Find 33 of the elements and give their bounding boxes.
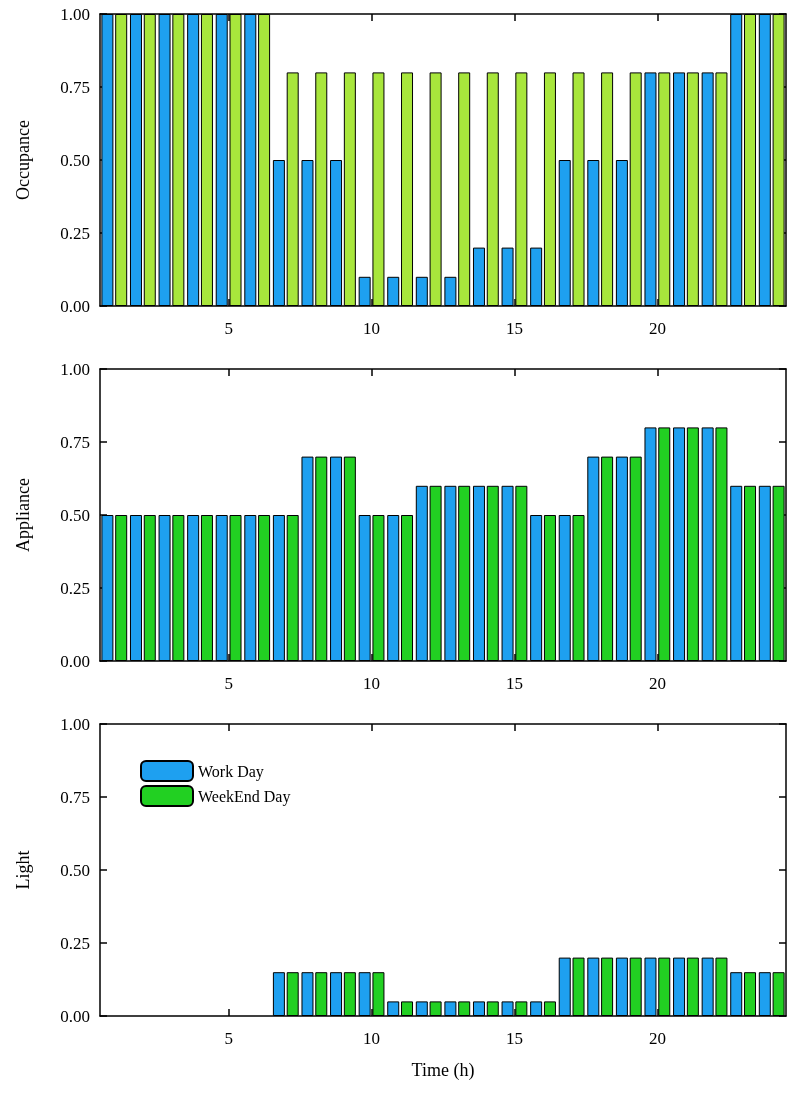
y-axis-title: Occupance <box>13 120 33 200</box>
y-tick-label: 0.75 <box>60 787 90 807</box>
y-tick-label: 1.00 <box>60 4 90 24</box>
y-tick-label: 0.50 <box>60 505 90 525</box>
y-tick-label: 0.75 <box>60 77 90 97</box>
y-tick-label: 0.50 <box>60 150 90 170</box>
y-tick-label: 1.00 <box>60 359 90 379</box>
y-tick-label: 0.00 <box>60 1006 90 1026</box>
y-tick-label: 0.50 <box>60 860 90 880</box>
x-tick-label: 20 <box>648 1029 666 1048</box>
x-tick-label: 20 <box>648 319 666 338</box>
y-tick-label: 0.25 <box>60 933 90 953</box>
x-tick-label: 20 <box>648 674 666 693</box>
x-tick-label: 15 <box>505 674 523 693</box>
y-axis-title: Appliance <box>13 478 33 552</box>
y-tick-label: 1.00 <box>60 714 90 734</box>
x-tick-label: 15 <box>505 1029 523 1048</box>
y-tick-label: 0.00 <box>60 651 90 671</box>
legend-label: Work Day <box>198 762 264 781</box>
y-tick-label: 0.25 <box>60 223 90 243</box>
y-tick-label: 0.25 <box>60 578 90 598</box>
y-axis-title: Light <box>13 850 33 890</box>
x-tick-label: 10 <box>363 1029 381 1048</box>
x-tick-label: 5 <box>224 319 233 338</box>
x-tick-label: 10 <box>363 674 381 693</box>
y-tick-label: 0.00 <box>60 296 90 316</box>
x-tick-label: 10 <box>363 319 381 338</box>
x-tick-label: 5 <box>224 674 233 693</box>
x-tick-label: 15 <box>505 319 523 338</box>
x-axis-title: Time (h) <box>411 1060 475 1081</box>
y-tick-label: 0.75 <box>60 432 90 452</box>
legend-label: WeekEnd Day <box>198 787 291 806</box>
x-tick-label: 5 <box>224 1029 233 1048</box>
